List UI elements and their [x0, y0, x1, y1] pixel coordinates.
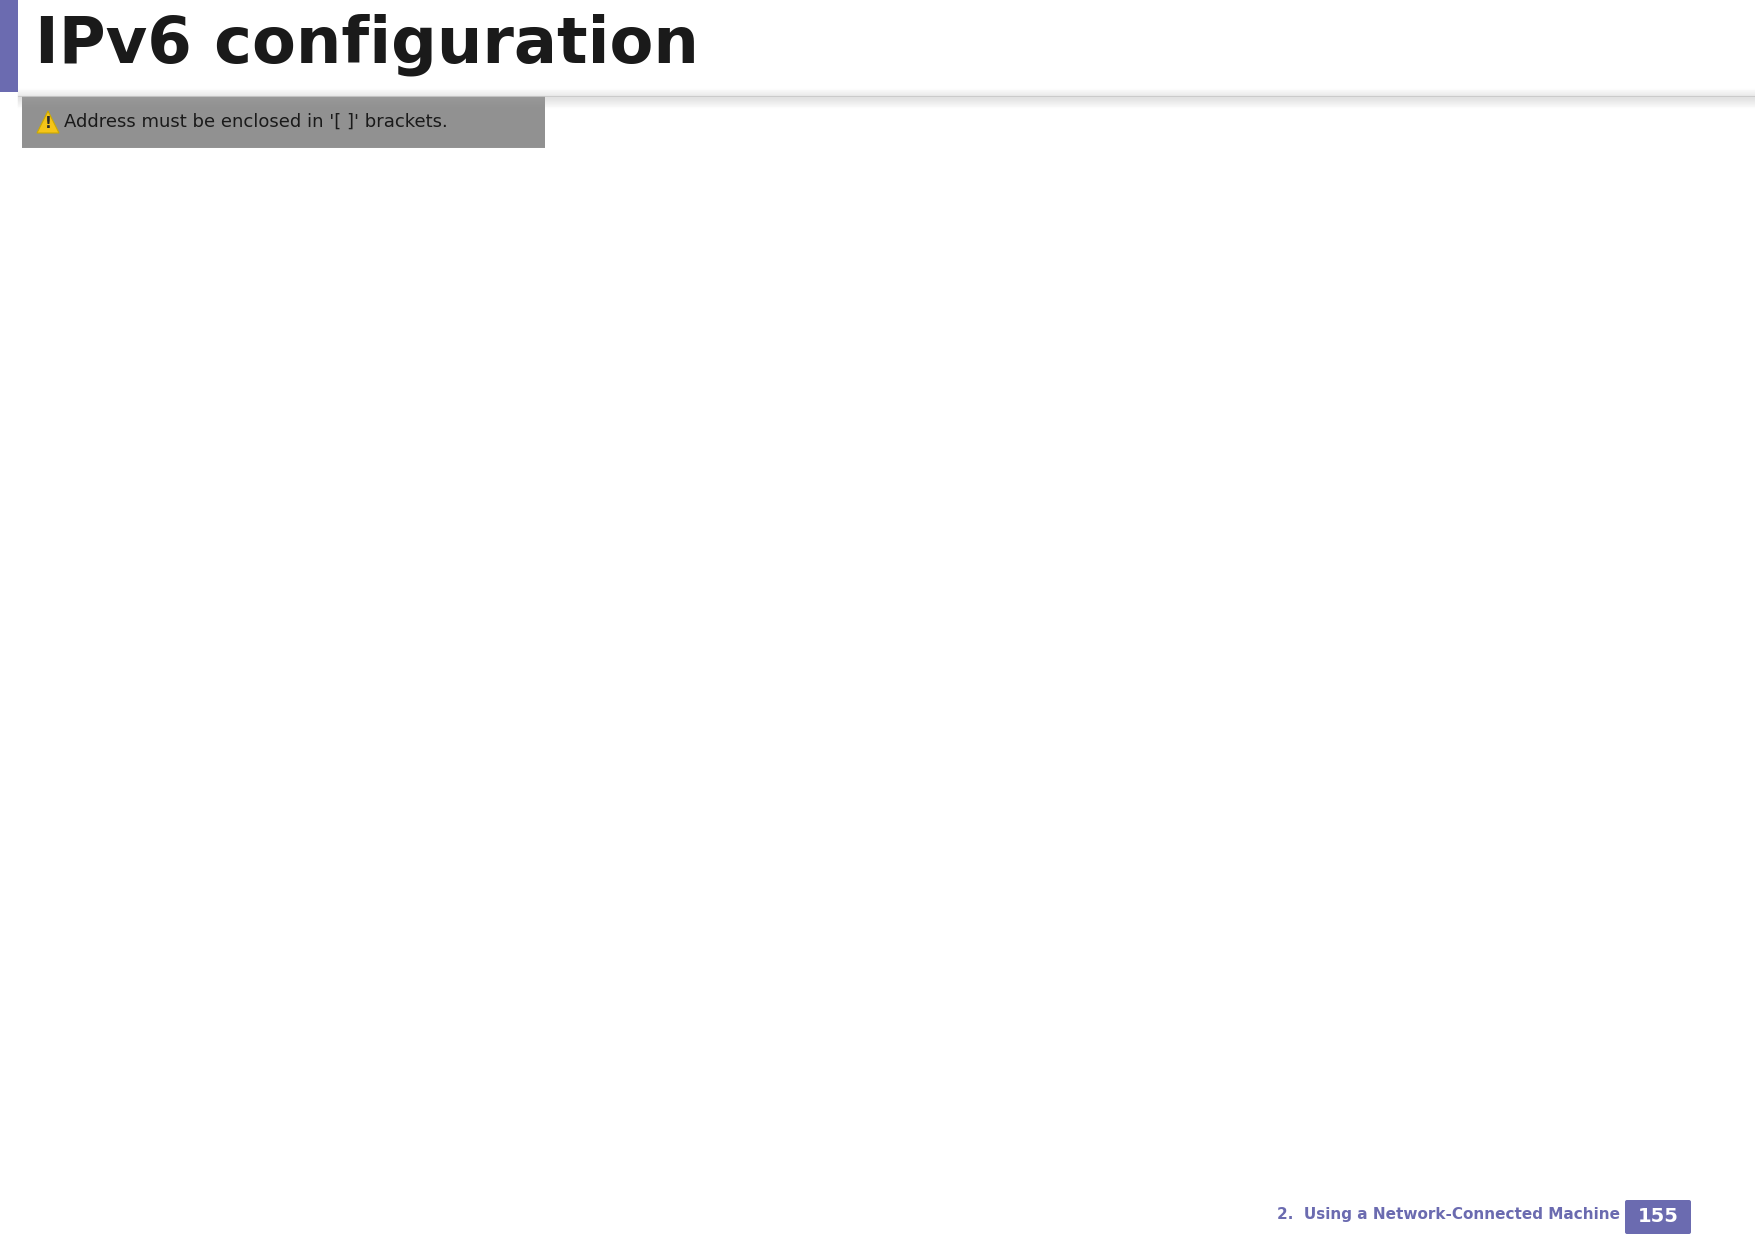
Text: 155: 155 — [1637, 1208, 1678, 1226]
FancyBboxPatch shape — [1625, 1200, 1692, 1234]
Polygon shape — [37, 112, 60, 133]
Text: IPv6 configuration: IPv6 configuration — [35, 14, 698, 76]
Text: Address must be enclosed in '[ ]' brackets.: Address must be enclosed in '[ ]' bracke… — [63, 113, 448, 131]
Text: !: ! — [44, 117, 51, 131]
Text: 2.  Using a Network-Connected Machine: 2. Using a Network-Connected Machine — [1278, 1208, 1620, 1223]
FancyBboxPatch shape — [0, 0, 18, 92]
